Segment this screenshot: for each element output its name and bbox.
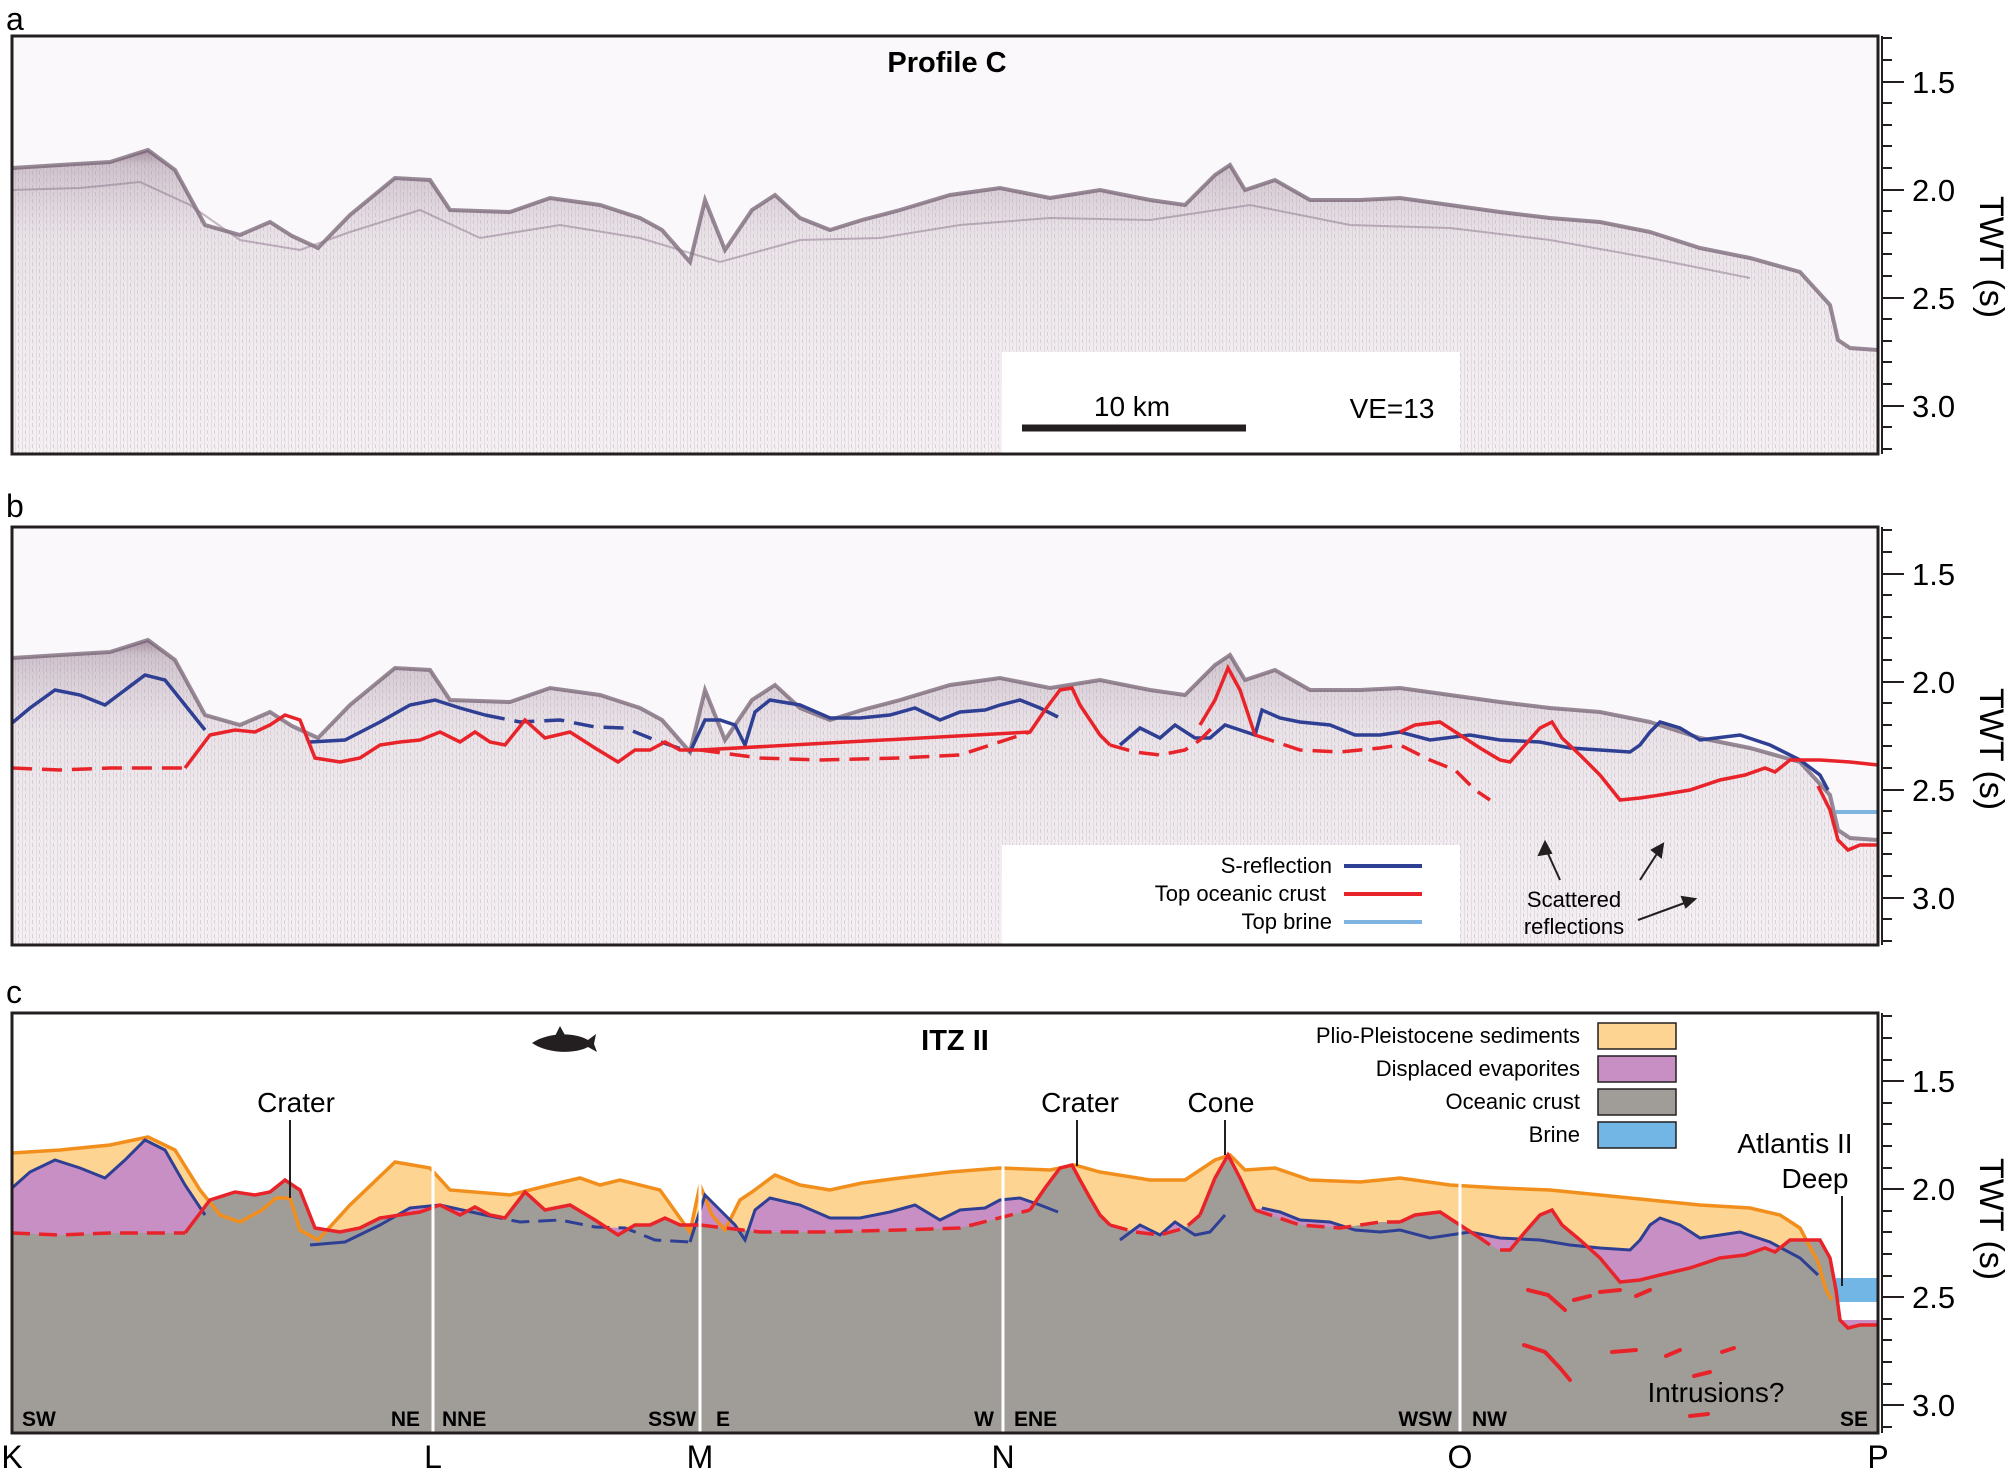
tick-2-0-a: 2.0 [1912,173,1955,208]
orient-se: SE [1840,1408,1868,1431]
orient-ssw: SSW [648,1408,696,1431]
orient-wsw: WSW [1398,1408,1452,1431]
twt-axis-b: 1.5 2.0 2.5 3.0 TWT (s) [1881,527,2006,945]
profile-points: K L M N O P [1,1439,1888,1472]
panel-frame-c [10,1011,1880,1435]
orient-nne: NNE [442,1408,486,1431]
shark-icon [532,1026,597,1052]
legend-s-reflection-label: S-reflection [1221,853,1332,878]
panel-label-a: a [6,1,24,37]
panel-c-title: ITZ II [921,1025,989,1057]
scattered-arrows [1537,839,1698,921]
legend-sediments-swatch [1597,1022,1677,1050]
s-reflection-line [12,673,1830,791]
crust-layer [12,1155,1878,1433]
legend-top-crust-label: Top oceanic crust [1155,881,1326,906]
scattered-label-line1: Scattered [1527,887,1621,912]
seismic-section-b [12,527,1878,945]
tick-2-0-b: 2.0 [1912,665,1955,700]
vertical-exaggeration-label: VE=13 [1350,393,1435,424]
legend-top-brine-label: Top brine [1241,909,1332,934]
intrusions-label: Intrusions? [1648,1377,1785,1408]
tick-3-0-a: 3.0 [1912,389,1955,424]
point-p: P [1867,1439,1888,1472]
tick-1-5-a: 1.5 [1912,65,1955,100]
axis-title-c: TWT (s) [1972,1158,2006,1280]
intrusion-marks [1522,1288,1736,1418]
legend-brine-label: Brine [1529,1122,1580,1147]
point-l: L [424,1439,442,1472]
panel-frame-a [10,34,1880,456]
geologic-section-c [12,1013,1878,1433]
deep-label-line1: Atlantis II [1737,1128,1852,1159]
seabed-line-c [12,1135,1834,1301]
legend-sediments-label: Plio-Pleistocene sediments [1316,1023,1580,1048]
tick-3-0-b: 3.0 [1912,881,1955,916]
orient-ene: ENE [1014,1408,1057,1431]
tick-3-0-c: 3.0 [1912,1388,1955,1423]
panel-a-title: Profile C [887,47,1006,79]
legend-b: S-reflection Top oceanic crust Top brine [1155,853,1422,934]
scale-bar-label: 10 km [1094,391,1170,422]
orient-e: E [716,1408,730,1431]
orient-w: W [974,1408,994,1431]
legend-evaporites-label: Displaced evaporites [1376,1056,1580,1081]
tick-2-5-a: 2.5 [1912,281,1955,316]
panel-frame-b [10,525,1880,947]
point-k: K [1,1439,22,1472]
legend-crust-swatch [1597,1088,1677,1116]
point-o: O [1448,1439,1473,1472]
seismic-section-a [12,36,1878,454]
twt-axis-c: 1.5 2.0 2.5 3.0 TWT (s) [1881,1013,2006,1433]
panel-b: b S-reflection Top oceanic crust Top b [6,488,1880,947]
scale-box [1002,352,1460,454]
cone-label: Cone [1188,1087,1255,1118]
point-m: M [687,1439,714,1472]
panel-label-b: b [6,488,24,524]
panel-label-c: c [6,974,22,1010]
legend-brine-swatch [1597,1121,1677,1149]
crater-label-2: Crater [1041,1087,1119,1118]
deep-label-line2: Deep [1782,1163,1849,1194]
section-joins [431,1075,1462,1433]
orient-sw: SW [22,1408,56,1431]
legend-crust-label: Oceanic crust [1446,1089,1581,1114]
axis-title-a: TWT (s) [1972,196,2006,318]
twt-axis-a: 1.5 2.0 2.5 3.0 TWT (s) [1881,36,2006,454]
legend-c: Plio-Pleistocene sediments Displaced eva… [1316,1022,1677,1149]
tick-2-5-b: 2.5 [1912,773,1955,808]
panel-a: a Profile C 10 km VE=13 [6,1,1880,456]
tick-2-5-c: 2.5 [1912,1280,1955,1315]
legend-evaporites-swatch [1597,1055,1677,1083]
tick-1-5-c: 1.5 [1912,1064,1955,1099]
point-n: N [991,1439,1014,1472]
panel-c: c [6,974,1880,1435]
axis-title-b: TWT (s) [1972,688,2006,810]
orient-nw: NW [1472,1408,1507,1431]
tick-2-0-c: 2.0 [1912,1172,1955,1207]
orient-ne: NE [391,1408,420,1431]
top-crust-line [183,663,1878,802]
scattered-label-line2: reflections [1524,914,1624,939]
crater-label-1: Crater [257,1087,335,1118]
tick-1-5-b: 1.5 [1912,557,1955,592]
